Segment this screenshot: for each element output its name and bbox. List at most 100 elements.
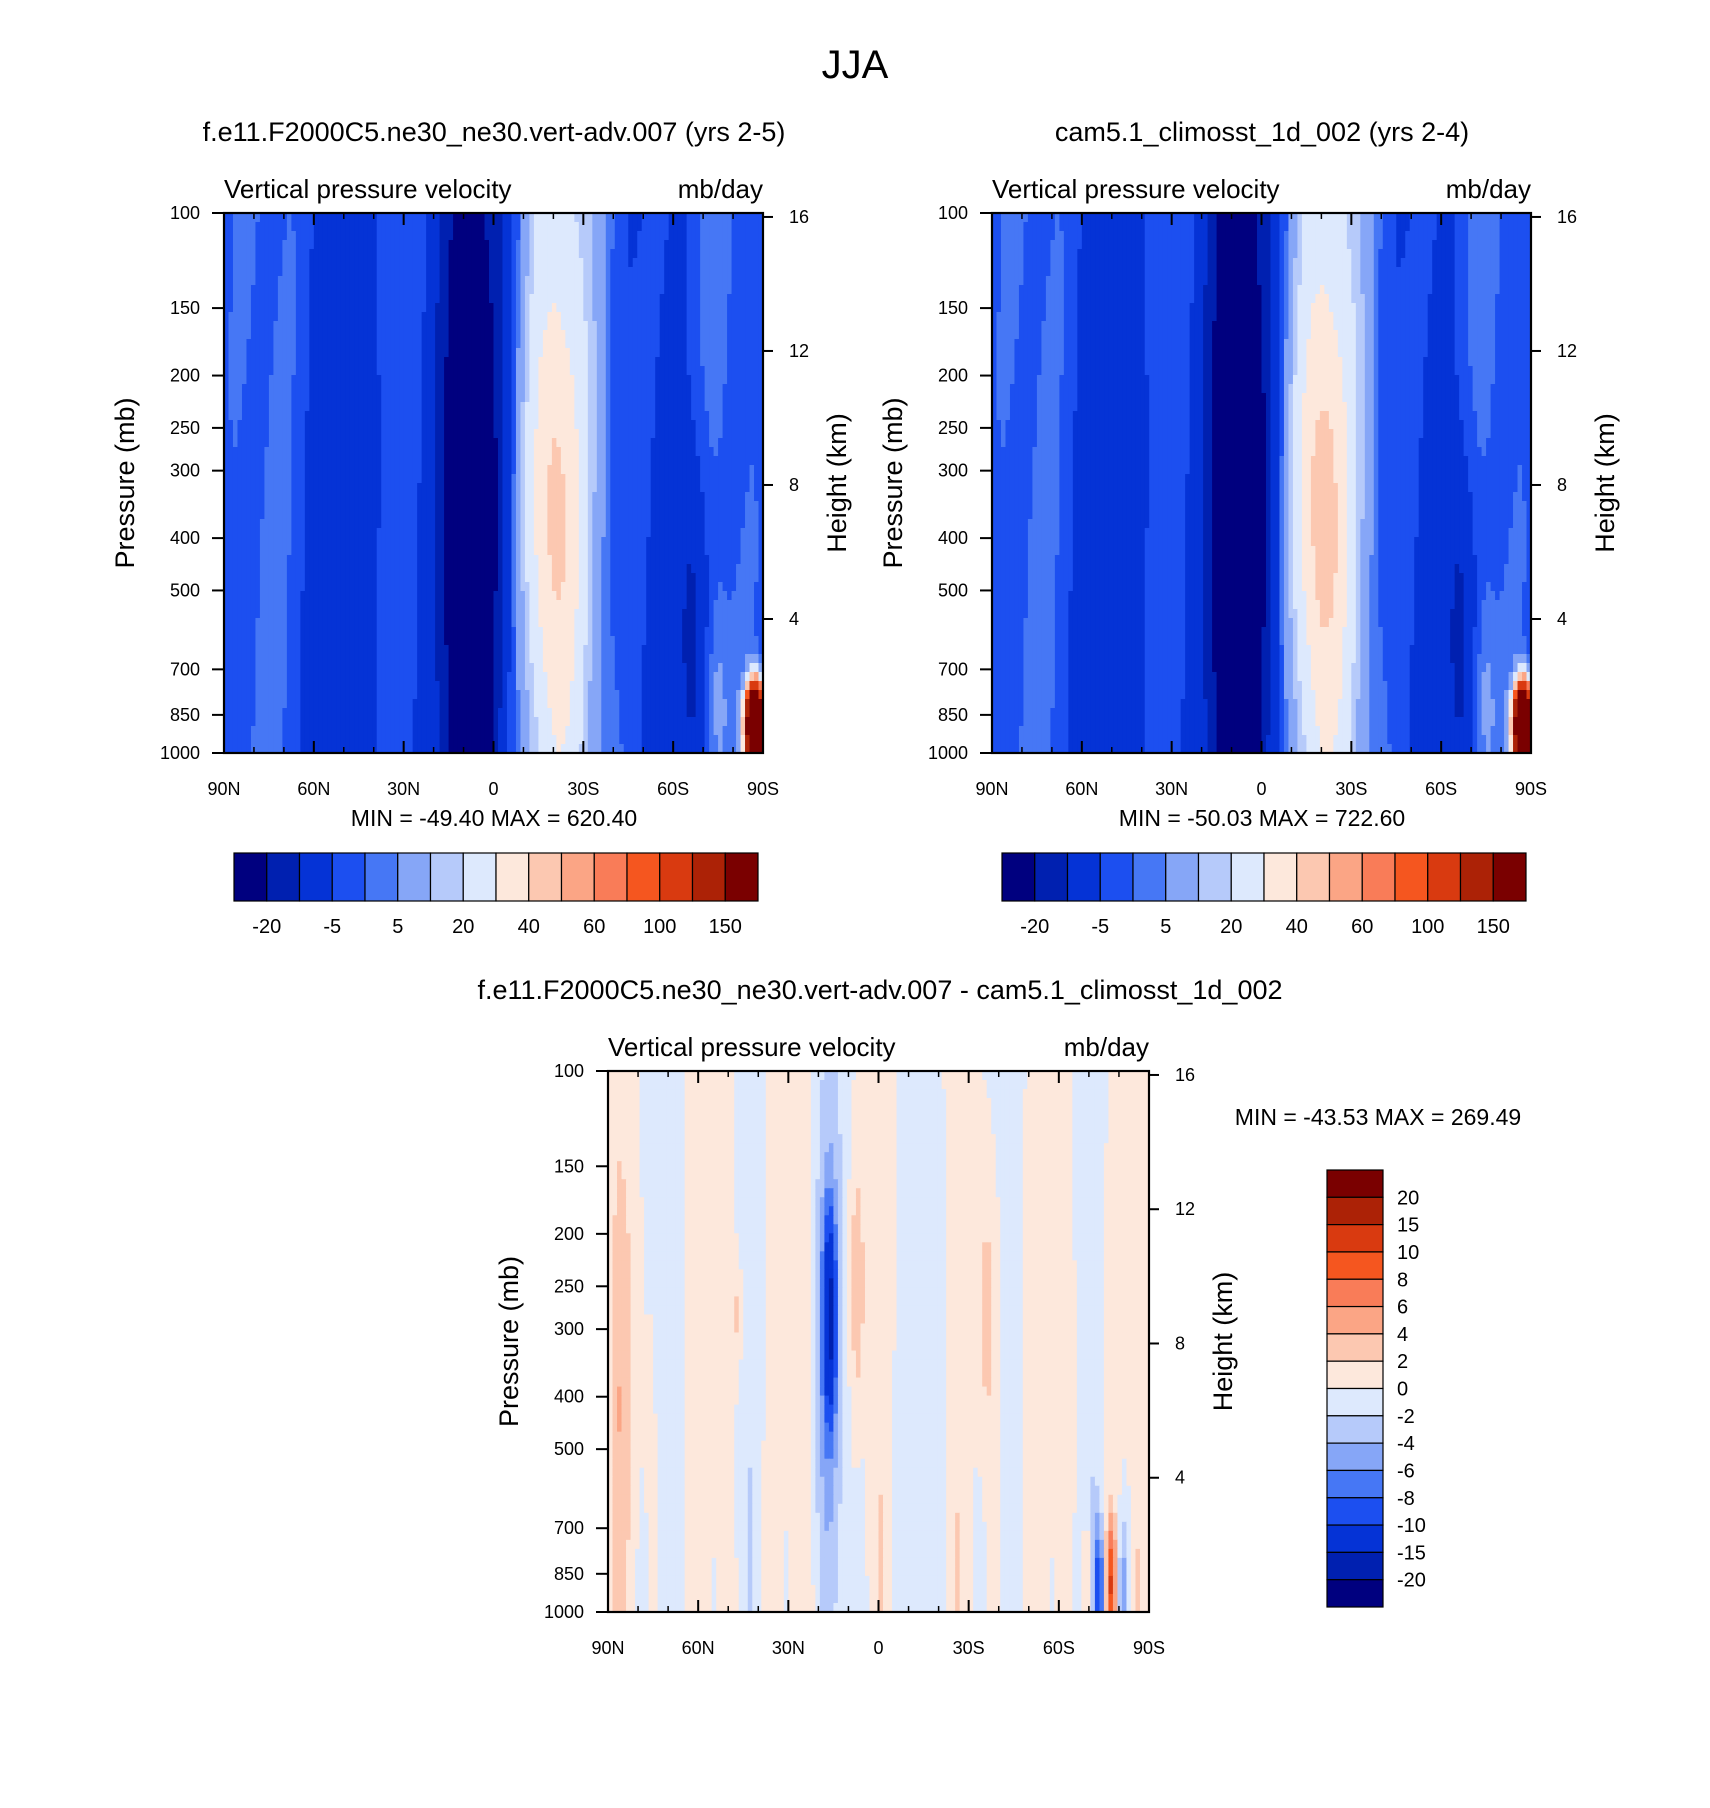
- contour-cell: [291, 267, 296, 277]
- contour-cell: [323, 303, 328, 313]
- contour-cell: [709, 267, 714, 277]
- contour-cell: [327, 339, 332, 349]
- contour-cell: [700, 222, 705, 232]
- contour-cell: [709, 231, 714, 241]
- contour-cell: [417, 240, 422, 250]
- contour-cell: [417, 276, 422, 286]
- contour-cell: [669, 330, 674, 340]
- contour-cell: [664, 249, 669, 259]
- contour-cell: [291, 249, 296, 259]
- contour-cell: [574, 294, 579, 304]
- contour-cell: [750, 222, 755, 232]
- contour-cell: [525, 312, 530, 322]
- contour-cell: [264, 330, 269, 340]
- contour-cell: [237, 312, 242, 322]
- contour-cell: [732, 240, 737, 250]
- contour-cell: [642, 312, 647, 322]
- contour-cell: [480, 285, 485, 295]
- contour-cell: [458, 303, 463, 313]
- contour-cell: [327, 312, 332, 322]
- contour-cell: [242, 249, 247, 259]
- contour-cell: [583, 276, 588, 286]
- contour-cell: [228, 267, 233, 277]
- contour-cell: [741, 213, 746, 223]
- contour-cell: [444, 330, 449, 340]
- contour-cell: [467, 240, 472, 250]
- contour-cell: [529, 276, 534, 286]
- contour-cell: [435, 312, 440, 322]
- contour-cell: [462, 285, 467, 295]
- contour-cell: [691, 258, 696, 268]
- contour-cell: [678, 276, 683, 286]
- contour-cell: [278, 231, 283, 241]
- contour-cell: [237, 240, 242, 250]
- contour-cell: [309, 330, 314, 340]
- contour-cell: [628, 276, 633, 286]
- contour-cell: [637, 249, 642, 259]
- contour-cell: [255, 267, 260, 277]
- contour-cell: [264, 222, 269, 232]
- contour-cell: [754, 267, 759, 277]
- contour-cell: [368, 267, 373, 277]
- contour-cell: [399, 267, 404, 277]
- contour-cell: [377, 276, 382, 286]
- contour-cell: [341, 258, 346, 268]
- contour-cell: [471, 303, 476, 313]
- contour-cell: [642, 294, 647, 304]
- contour-cell: [556, 267, 561, 277]
- contour-cell: [678, 303, 683, 313]
- contour-cell: [624, 330, 629, 340]
- contour-cell: [516, 330, 521, 340]
- contour-cell: [655, 240, 660, 250]
- contour-cell: [592, 303, 597, 313]
- contour-cell: [485, 330, 490, 340]
- contour-cell: [386, 312, 391, 322]
- contour-cell: [673, 312, 678, 322]
- contour-cell: [417, 294, 422, 304]
- contour-cell: [601, 213, 606, 223]
- contour-cell: [561, 240, 566, 250]
- contour-cell: [246, 294, 251, 304]
- contour-cell: [547, 276, 552, 286]
- contour-cell: [624, 213, 629, 223]
- contour-cell: [538, 222, 543, 232]
- contour-cell: [399, 258, 404, 268]
- contour-cell: [561, 303, 566, 313]
- contour-cell: [502, 240, 507, 250]
- contour-field: [224, 213, 764, 754]
- contour-cell: [255, 240, 260, 250]
- contour-cell: [480, 312, 485, 322]
- contour-cell: [754, 339, 759, 349]
- contour-cell: [300, 231, 305, 241]
- contour-cell: [651, 303, 656, 313]
- contour-cell: [705, 240, 710, 250]
- contour-cell: [404, 285, 409, 295]
- contour-cell: [449, 330, 454, 340]
- contour-cell: [498, 213, 503, 223]
- contour-cell: [291, 348, 296, 358]
- contour-cell: [413, 213, 418, 223]
- contour-cell: [390, 294, 395, 304]
- contour-cell: [354, 249, 359, 259]
- contour-cell: [511, 276, 516, 286]
- contour-cell: [300, 339, 305, 349]
- contour-cell: [547, 339, 552, 349]
- contour-cell: [502, 276, 507, 286]
- contour-cell: [390, 222, 395, 232]
- contour-cell: [458, 285, 463, 295]
- contour-cell: [314, 312, 319, 322]
- contour-cell: [381, 213, 386, 223]
- contour-cell: [251, 312, 256, 322]
- contour-cell: [561, 267, 566, 277]
- contour-cell: [413, 285, 418, 295]
- contour-cell: [345, 348, 350, 358]
- contour-cell: [372, 294, 377, 304]
- contour-cell: [723, 303, 728, 313]
- contour-cell: [552, 285, 557, 295]
- contour-cell: [318, 285, 323, 295]
- contour-cell: [237, 222, 242, 232]
- contour-cell: [242, 240, 247, 250]
- contour-cell: [323, 348, 328, 358]
- contour-cell: [309, 303, 314, 313]
- contour-cell: [574, 330, 579, 340]
